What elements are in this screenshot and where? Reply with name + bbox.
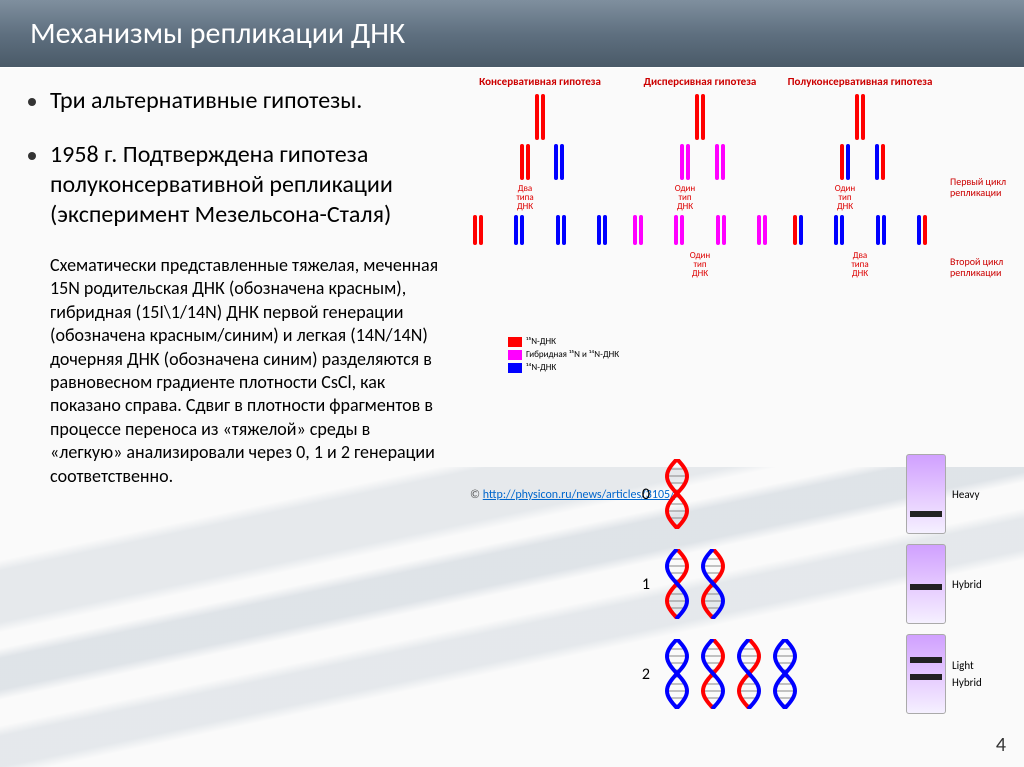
description-text: Схематически представленные тяжелая, меч… xyxy=(50,254,442,488)
helices-group xyxy=(662,459,894,529)
bullet-1: Три альтернативные гипотезы. xyxy=(22,86,442,116)
bullet-dot xyxy=(28,152,36,160)
hyp2-title: Дисперсивная гипотеза xyxy=(620,76,780,88)
slide-title: Механизмы репликации ДНК xyxy=(0,0,1024,68)
cycle1-label: Первый цикл репликации xyxy=(950,176,1024,198)
gen2-split xyxy=(620,213,780,247)
left-column: Три альтернативные гипотезы. 1958 г. Под… xyxy=(22,86,442,488)
tube-labels: Light Hybrid xyxy=(952,659,1000,689)
gradient-tube xyxy=(906,544,946,624)
density-band xyxy=(910,584,942,590)
title-text: Механизмы репликации ДНК xyxy=(30,15,405,52)
gradient-tube xyxy=(906,454,946,534)
helices-group xyxy=(662,639,894,709)
one-type-label: Один тип ДНК xyxy=(835,184,855,211)
color-legend: ¹⁵N-ДНК Гибридная ¹⁵N и ¹⁴N-ДНК ¹⁴N-ДНК xyxy=(508,336,619,375)
two-types-label-2: Два типа ДНК xyxy=(780,251,940,278)
swatch-red xyxy=(508,337,522,347)
legend-2: Гибридная ¹⁵N и ¹⁴N-ДНК xyxy=(526,349,619,360)
one-type-label-2: Один тип ДНК xyxy=(620,251,780,278)
dna-helix xyxy=(662,549,692,619)
legend-row: ¹⁵N-ДНК xyxy=(508,336,619,347)
gen1-split: Один тип ДНК xyxy=(620,142,780,213)
density-band xyxy=(910,511,942,517)
hypothesis-conservative: Консервативная гипотеза Два типа ДНК xyxy=(460,76,620,247)
legend-3: ¹⁴N-ДНК xyxy=(526,362,556,373)
legend-row: ¹⁴N-ДНК xyxy=(508,362,619,373)
dna-helix xyxy=(698,549,728,619)
band-label: Hybrid xyxy=(952,578,1000,591)
gen1-split: Два типа ДНК xyxy=(460,142,620,213)
dna-helix xyxy=(662,459,692,529)
page-number: 4 xyxy=(996,733,1006,757)
band-label: Hybrid xyxy=(952,676,1000,689)
helices-group xyxy=(662,549,894,619)
hypothesis-semiconservative: Полуконсервативная гипотеза Один тип ДНК xyxy=(780,76,940,280)
hyp1-title: Консервативная гипотеза xyxy=(460,76,620,88)
generation-number: 0 xyxy=(630,485,650,504)
tube-labels: Heavy xyxy=(952,488,1000,501)
parent-dna xyxy=(620,92,780,142)
dna-helix xyxy=(698,639,728,709)
content-area: Три альтернативные гипотезы. 1958 г. Под… xyxy=(0,68,1024,767)
swatch-blue xyxy=(508,363,522,373)
gen2-split xyxy=(460,213,620,247)
band-label: Light xyxy=(952,659,1000,672)
experiment-row: 0 Heavy xyxy=(630,453,1000,535)
hypotheses-diagram: Консервативная гипотеза Два типа ДНК xyxy=(460,76,1000,386)
gradient-tube xyxy=(906,634,946,714)
bullet-2-text: 1958 г. Подтверждена гипотеза полуконсер… xyxy=(50,140,442,230)
generation-number: 1 xyxy=(630,575,650,594)
bullet-1-text: Три альтернативные гипотезы. xyxy=(50,86,362,116)
cycle2-label: Второй цикл репликации xyxy=(950,256,1024,278)
gen1-split: Один тип ДНК xyxy=(780,142,940,213)
bullet-2: 1958 г. Подтверждена гипотеза полуконсер… xyxy=(22,140,442,230)
credit-prefix: © xyxy=(470,488,483,502)
generation-number: 2 xyxy=(630,665,650,684)
density-band xyxy=(910,657,942,663)
density-band xyxy=(910,674,942,680)
dna-helix xyxy=(770,639,800,709)
dna-helix xyxy=(734,639,764,709)
swatch-magenta xyxy=(508,350,522,360)
bullet-dot xyxy=(28,98,36,106)
tube-labels: Hybrid xyxy=(952,578,1000,591)
dna-helix xyxy=(662,639,692,709)
legend-1: ¹⁵N-ДНК xyxy=(526,336,556,347)
experiment-row: 2 Light Hybrid xyxy=(630,633,1000,715)
hypothesis-dispersive: Дисперсивная гипотеза Один тип ДНК Один xyxy=(620,76,780,280)
experiment-diagram: 0 Heavy 1 Hybrid 2 Light Hybrid xyxy=(630,453,1000,723)
parent-dna xyxy=(460,92,620,142)
hyp3-title: Полуконсервативная гипотеза xyxy=(780,76,940,88)
one-type-label: Один тип ДНК xyxy=(675,184,695,211)
parent-dna xyxy=(780,92,940,142)
band-label: Heavy xyxy=(952,488,1000,501)
gen2-split xyxy=(780,213,940,247)
experiment-row: 1 Hybrid xyxy=(630,543,1000,625)
two-types-label: Два типа ДНК xyxy=(516,184,533,211)
legend-row: Гибридная ¹⁵N и ¹⁴N-ДНК xyxy=(508,349,619,360)
